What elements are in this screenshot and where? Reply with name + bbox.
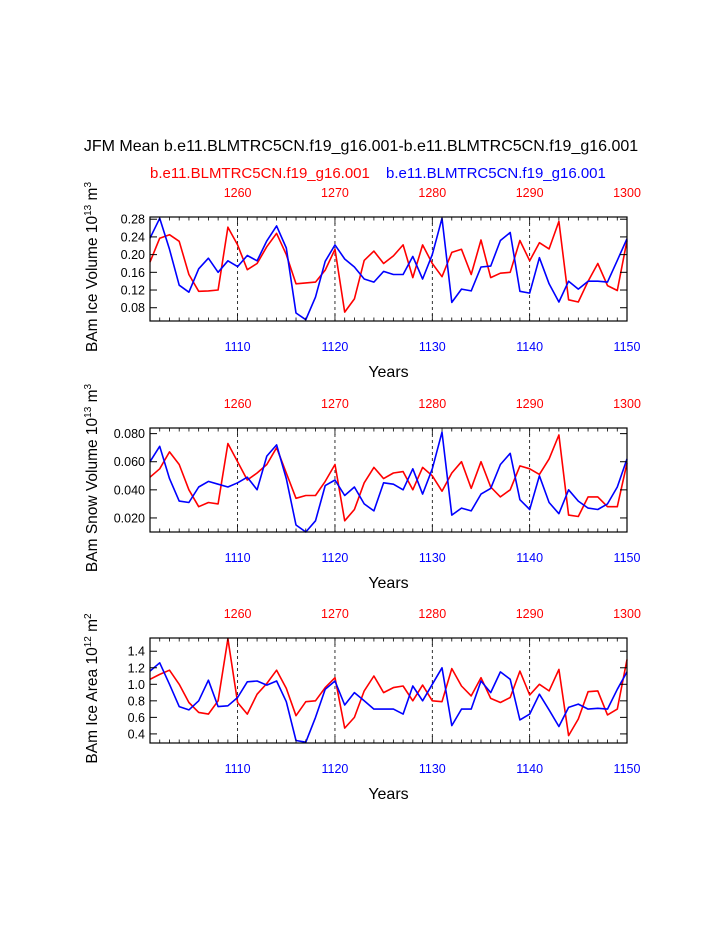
panel-2-blue-series-line: [149, 431, 628, 533]
panel-2-ylabel-unit-exponent: 3: [83, 383, 94, 389]
panel-1-xtick-label-bottom: 1140: [516, 340, 543, 354]
panel-2-xtick-label-bottom: 1140: [516, 551, 543, 565]
panel-2-xtick-label-top: 1280: [418, 397, 446, 411]
panel-1-xtick-label-top: 1300: [613, 186, 641, 200]
panel-3-xtick-label-bottom: 1120: [322, 762, 349, 776]
panel-2-xlabel: Years: [368, 575, 408, 592]
panel-2-ylabel-exponent: 13: [83, 406, 94, 418]
panel-2-xtick-label-bottom: 1150: [614, 551, 641, 565]
panel-3-ytick-label: 1.4: [128, 645, 145, 659]
panel-1-ytick-label: 0.12: [121, 284, 145, 298]
panel-1-ytick-label: 0.24: [121, 230, 145, 244]
panel-3-xtick-label-bottom: 1110: [225, 762, 251, 776]
panel-3-xtick-label-top: 1260: [224, 607, 252, 621]
panel-1-xtick-label-bottom: 1110: [225, 340, 251, 354]
panel-1-xtick-label-top: 1260: [224, 186, 252, 200]
panel-1-ylabel: BAm Ice Volume 1013 m3: [83, 182, 101, 352]
panel-2-xtick-label-top: 1260: [224, 397, 252, 411]
panel-2-ytick-label: 0.020: [114, 511, 145, 525]
panel-3-ytick-label: 0.6: [128, 711, 145, 725]
panel-3-xtick-label-top: 1290: [516, 607, 544, 621]
panel-3-plot-frame: [149, 637, 628, 744]
panel-3-xtick-label-bottom: 1150: [614, 762, 641, 776]
panel-1-blue-series-line: [149, 217, 628, 321]
panel-1-ylabel-unit-exponent: 3: [83, 182, 94, 188]
chart-panel-3: 0.4 0.6 0.8 1.0 1.2 1.4 1110 1120 1130 1140 1150 12…: [83, 607, 641, 803]
panel-3-ytick-label: 0.8: [128, 694, 145, 708]
chart-panel-1: 0.08 0.12 0.16 0.20 0.24 0.28 1110 1120 1130 1140…: [83, 182, 641, 381]
panel-1-ytick-label: 0.20: [121, 248, 145, 262]
panel-3-xtick-label-top: 1300: [613, 607, 641, 621]
panel-3-ytick-label: 1.2: [128, 661, 145, 675]
panel-2-ytick-label: 0.060: [114, 455, 145, 469]
panel-3-ylabel-unit-exponent: 2: [83, 613, 94, 619]
panel-3-xtick-label-top: 1280: [418, 607, 446, 621]
panel-1-xtick-label-bottom: 1120: [322, 340, 349, 354]
panels: 0.08 0.12 0.16 0.20 0.24 0.28 1110 1120 1130 1140…: [83, 182, 641, 803]
panel-2-xtick-label-bottom: 1110: [225, 551, 251, 565]
panel-1-xtick-label-top: 1270: [321, 186, 349, 200]
panel-1-xtick-label-bottom: 1130: [419, 340, 446, 354]
panel-1-xtick-label-top: 1280: [418, 186, 446, 200]
chart-panel-2: 0.020 0.040 0.060 0.080 1110 1120 1130 1140 1150…: [83, 383, 641, 592]
panel-3-ylabel-exponent: 12: [83, 636, 94, 648]
panel-3-blue-series-line: [149, 661, 628, 744]
panel-2-plot-frame: [149, 427, 628, 533]
panel-3-ylabel-main: BAm Ice Area 10: [84, 647, 101, 764]
panel-1-ylabel-main: BAm Ice Volume 10: [84, 216, 101, 353]
panel-1-xlabel: Years: [368, 364, 408, 381]
panel-2-xtick-label-bottom: 1120: [322, 551, 349, 565]
legend-blue-case: b.e11.BLMTRC5CN.f19_g16.001: [386, 165, 606, 182]
panel-3-ylabel: BAm Ice Area 1012 m2: [83, 613, 101, 764]
panel-2-red-series-line: [149, 434, 628, 522]
panel-2-ytick-label: 0.040: [114, 483, 145, 497]
panel-3-ytick-label: 0.4: [128, 727, 145, 741]
panel-1-ytick-label: 0.08: [121, 301, 145, 315]
panel-1-xtick-label-bottom: 1150: [614, 340, 641, 354]
panel-1-red-series-line: [149, 220, 628, 313]
panel-3-xtick-label-bottom: 1140: [516, 762, 543, 776]
panel-2-xtick-label-top: 1290: [516, 397, 544, 411]
panel-3-ytick-label: 1.0: [128, 678, 145, 692]
panel-2-ylabel-unit: m: [84, 389, 101, 406]
panel-3-xtick-label-top: 1270: [321, 607, 349, 621]
panel-2-ylabel: BAm Snow Volume 1013 m3: [83, 383, 101, 572]
panel-1-ytick-label: 0.28: [121, 213, 145, 227]
panel-3-ylabel-unit: m: [84, 619, 101, 636]
panel-2-ylabel-main: BAm Snow Volume 10: [84, 417, 101, 572]
panel-2-xtick-label-bottom: 1130: [419, 551, 446, 565]
panel-1-ylabel-exponent: 13: [83, 204, 94, 216]
panel-3-xlabel: Years: [368, 786, 408, 803]
panel-2-xtick-label-top: 1300: [613, 397, 641, 411]
panel-2-xtick-label-top: 1270: [321, 397, 349, 411]
panel-3-xtick-label-bottom: 1130: [419, 762, 446, 776]
panel-3-red-series-line: [149, 637, 628, 737]
panel-1-xtick-label-top: 1290: [516, 186, 544, 200]
panel-1-ytick-label: 0.16: [121, 266, 145, 280]
panel-1-ylabel-unit: m: [84, 188, 101, 205]
legend-red-case: b.e11.BLMTRC5CN.f19_g16.001: [150, 165, 370, 182]
figure-title: JFM Mean b.e11.BLMTRC5CN.f19_g16.001-b.e…: [84, 138, 638, 155]
panel-2-ytick-label: 0.080: [114, 427, 145, 441]
panel-1-plot-frame: [149, 216, 628, 322]
